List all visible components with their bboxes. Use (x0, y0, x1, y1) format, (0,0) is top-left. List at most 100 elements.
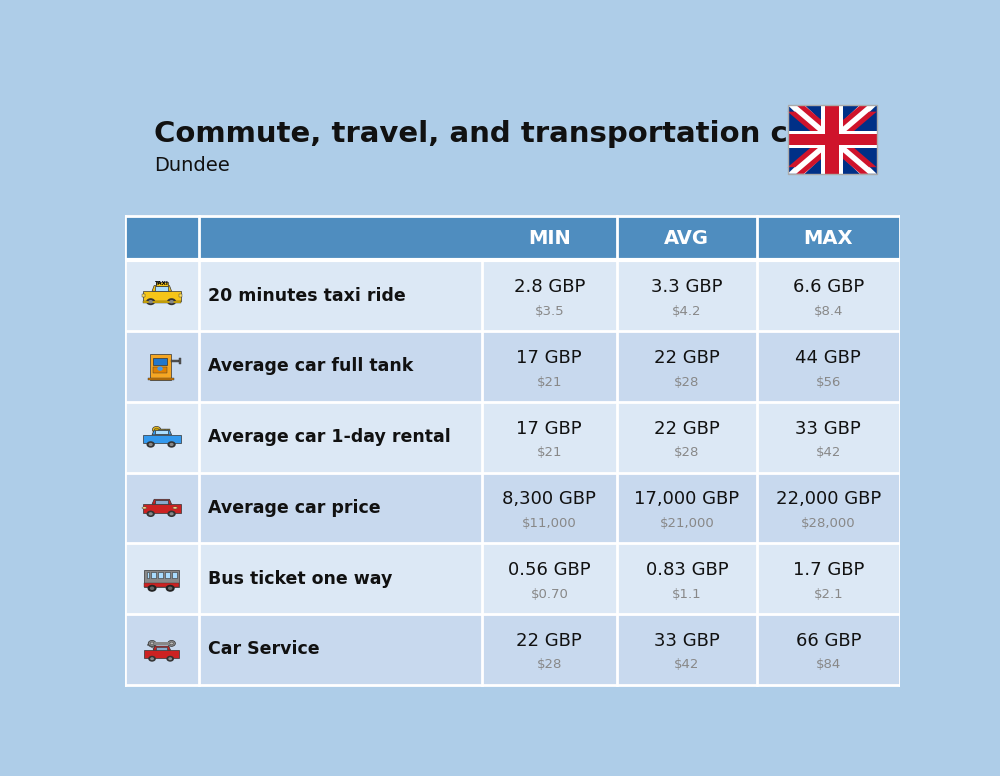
Text: 1.7 GBP: 1.7 GBP (793, 561, 864, 579)
Bar (125, 614, 900, 684)
Circle shape (150, 587, 154, 590)
Text: $4.2: $4.2 (672, 305, 702, 318)
Text: 6.6 GBP: 6.6 GBP (793, 279, 864, 296)
Text: $0.70: $0.70 (530, 587, 568, 601)
Circle shape (149, 443, 153, 446)
Bar (125, 331, 900, 402)
Bar (156, 646, 167, 650)
Bar (150, 355, 171, 380)
Text: 8,300 GBP: 8,300 GBP (502, 490, 596, 508)
Circle shape (152, 427, 161, 433)
Bar (788, 134, 877, 145)
Text: 0.83 GBP: 0.83 GBP (646, 561, 728, 579)
Circle shape (168, 587, 172, 590)
Text: 17,000 GBP: 17,000 GBP (634, 490, 739, 508)
Text: $3.5: $3.5 (534, 305, 564, 318)
Text: Car Service: Car Service (208, 640, 320, 658)
Text: $28: $28 (537, 658, 562, 671)
Text: $28,000: $28,000 (801, 517, 856, 530)
Bar (155, 500, 168, 504)
Text: $1.1: $1.1 (672, 587, 702, 601)
Polygon shape (796, 112, 877, 174)
Circle shape (149, 512, 153, 515)
Bar (172, 572, 177, 577)
Text: Average car full tank: Average car full tank (208, 358, 413, 376)
Text: $21,000: $21,000 (660, 517, 714, 530)
Text: $28: $28 (674, 446, 700, 459)
Polygon shape (788, 105, 868, 167)
Text: 33 GBP: 33 GBP (795, 420, 861, 438)
Text: $2.1: $2.1 (814, 587, 843, 601)
Bar (143, 300, 181, 303)
Circle shape (148, 656, 156, 662)
Circle shape (170, 642, 173, 645)
Text: 44 GBP: 44 GBP (795, 349, 861, 367)
Polygon shape (152, 499, 172, 504)
Bar (788, 105, 877, 174)
Bar (147, 643, 174, 658)
Bar (125, 473, 900, 543)
Bar (144, 570, 179, 587)
Bar (151, 572, 156, 577)
Bar (125, 261, 900, 331)
Text: 17 GBP: 17 GBP (516, 420, 582, 438)
Bar (788, 131, 877, 147)
Bar (142, 294, 145, 297)
Text: $28: $28 (674, 376, 700, 389)
Bar (825, 105, 839, 174)
Text: Commute, travel, and transportation costs: Commute, travel, and transportation cost… (154, 120, 857, 148)
Bar (159, 429, 170, 431)
Polygon shape (152, 430, 172, 435)
Text: 20 minutes taxi ride: 20 minutes taxi ride (208, 287, 406, 305)
Circle shape (169, 512, 174, 515)
Circle shape (157, 366, 163, 371)
Text: $11,000: $11,000 (522, 517, 577, 530)
Bar (788, 105, 877, 174)
Circle shape (148, 640, 156, 646)
Text: Average car price: Average car price (208, 499, 381, 517)
Bar (158, 572, 163, 577)
Circle shape (150, 657, 154, 660)
Text: $42: $42 (816, 446, 841, 459)
Bar (153, 358, 167, 365)
Bar (179, 294, 182, 297)
Bar (179, 359, 181, 365)
Text: 2.8 GBP: 2.8 GBP (514, 279, 585, 296)
Circle shape (166, 585, 175, 592)
Circle shape (166, 656, 174, 662)
Text: AVG: AVG (664, 228, 709, 248)
Circle shape (169, 443, 174, 446)
Circle shape (150, 642, 154, 645)
Bar (155, 286, 168, 291)
Bar (144, 583, 179, 587)
Text: $8.4: $8.4 (814, 305, 843, 318)
Text: 3.3 GBP: 3.3 GBP (651, 279, 723, 296)
Bar (165, 572, 170, 577)
Circle shape (146, 298, 155, 305)
Polygon shape (788, 105, 877, 174)
Bar (153, 367, 167, 373)
Bar (148, 378, 174, 380)
Circle shape (167, 511, 176, 517)
Bar (144, 650, 179, 657)
Polygon shape (152, 286, 172, 291)
Circle shape (146, 442, 155, 448)
Polygon shape (788, 105, 877, 174)
Text: $56: $56 (816, 376, 841, 389)
Circle shape (148, 585, 157, 592)
Text: TAXI: TAXI (155, 282, 169, 286)
Text: 22 GBP: 22 GBP (516, 632, 582, 650)
Ellipse shape (173, 507, 177, 509)
Bar (143, 504, 181, 513)
Circle shape (146, 511, 155, 517)
Text: Average car 1-day rental: Average car 1-day rental (208, 428, 451, 446)
Circle shape (167, 442, 176, 448)
Text: Bus ticket one way: Bus ticket one way (208, 570, 392, 587)
Bar (143, 435, 181, 443)
Bar (147, 572, 149, 577)
Circle shape (154, 428, 159, 431)
Bar (156, 282, 168, 286)
Polygon shape (788, 112, 868, 174)
Text: 22 GBP: 22 GBP (654, 349, 720, 367)
Text: MIN: MIN (528, 228, 571, 248)
